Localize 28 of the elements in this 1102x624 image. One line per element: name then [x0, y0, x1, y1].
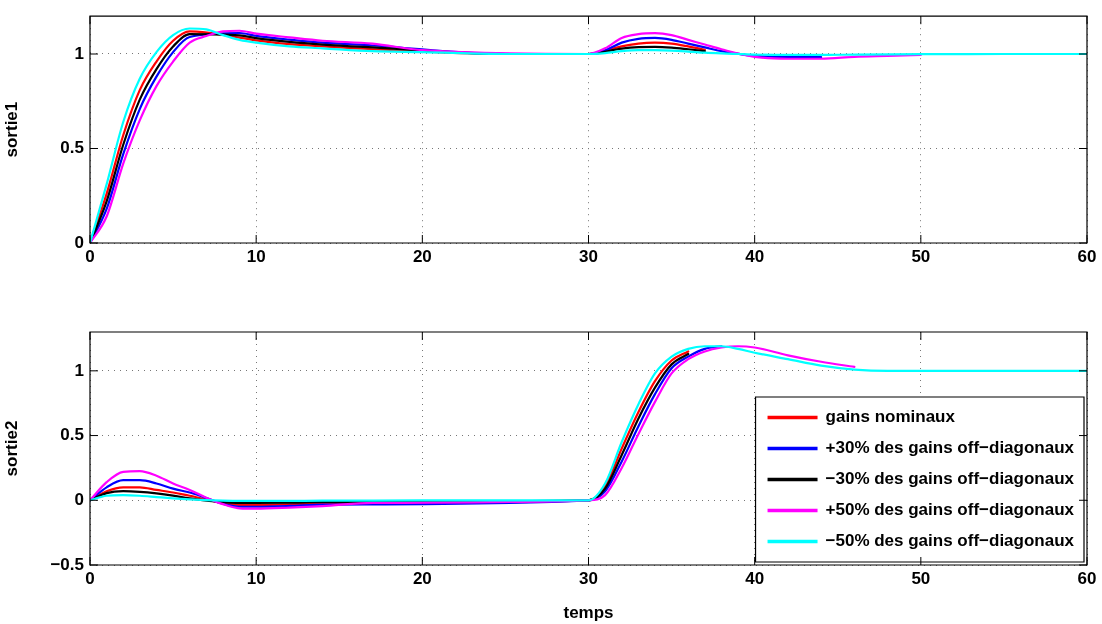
x-tick-label: 50 — [911, 568, 931, 588]
legend-label: −50% des gains off−diagonaux — [825, 531, 1075, 551]
y-tick-label: 1 — [74, 43, 84, 63]
x-axis-title: temps — [563, 603, 614, 623]
legend-label: +30% des gains off−diagonaux — [825, 438, 1075, 458]
x-tick-label: 40 — [745, 246, 765, 266]
x-tick-label: 10 — [246, 246, 266, 266]
x-tick-label: 30 — [579, 568, 598, 588]
y-tick-label: 0 — [74, 232, 84, 252]
legend-label: gains nominaux — [825, 407, 956, 427]
y-tick-label: 0 — [74, 489, 84, 509]
y-axis-title: sortie1 — [1, 101, 21, 158]
line-series — [90, 345, 1087, 503]
y-tick-label: −0.5 — [50, 554, 84, 574]
x-tick-label: 60 — [1077, 568, 1097, 588]
x-tick-label: 50 — [911, 246, 931, 266]
legend-label: −30% des gains off−diagonaux — [825, 469, 1075, 489]
x-tick-label: 20 — [412, 246, 432, 266]
x-tick-label: 40 — [745, 568, 765, 588]
x-tick-label: 60 — [1077, 246, 1097, 266]
x-tick-label: 30 — [579, 246, 598, 266]
y-tick-label: 0.5 — [60, 425, 84, 445]
x-tick-label: 10 — [246, 568, 266, 588]
y-tick-label: 0.5 — [60, 138, 84, 158]
y-axis-title: sortie2 — [1, 420, 21, 477]
legend-label: +50% des gains off−diagonaux — [825, 500, 1075, 520]
x-tick-label: 20 — [412, 568, 432, 588]
y-tick-label: 1 — [74, 360, 84, 380]
